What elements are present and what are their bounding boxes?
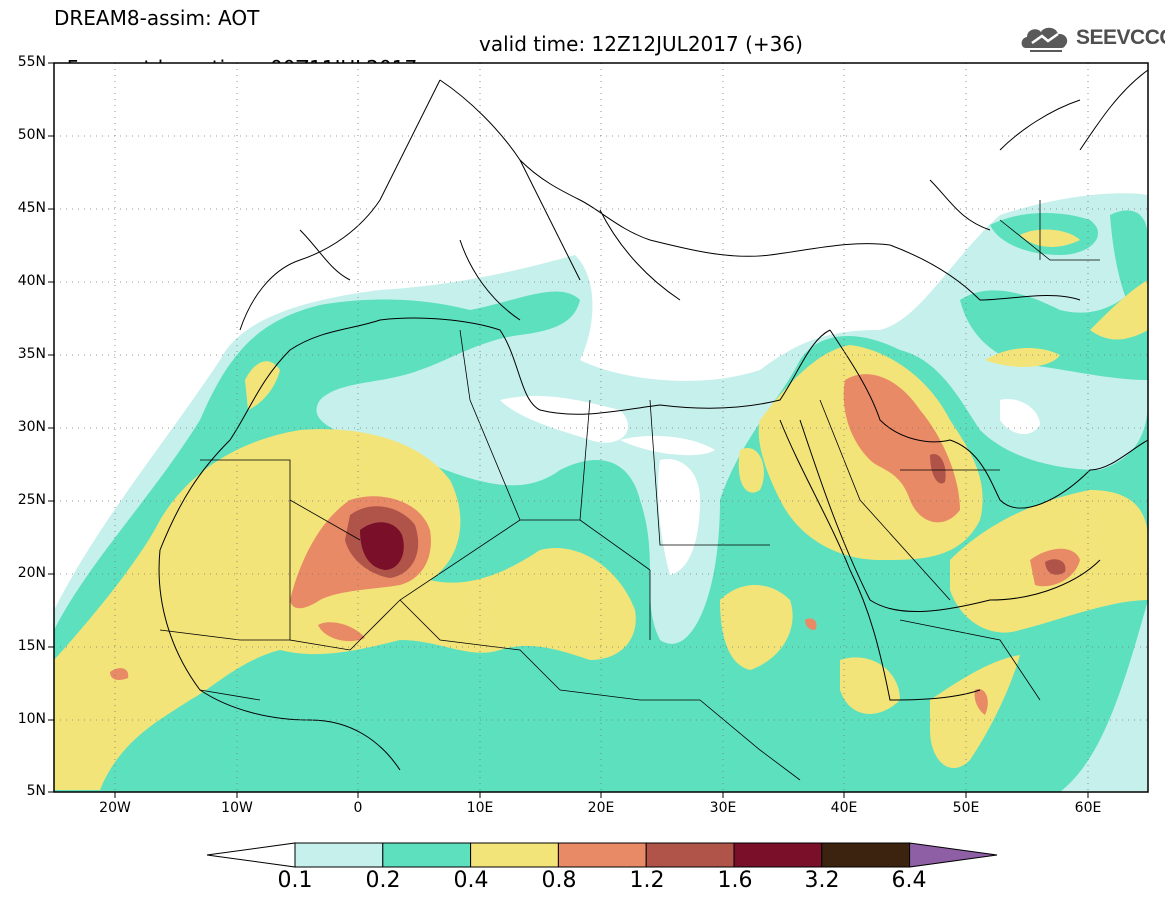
colorbar-low-arrow: [206, 842, 296, 868]
lon-label: 10E: [466, 800, 494, 816]
lat-label: 35N: [17, 346, 46, 362]
colorbar-box: [557, 842, 647, 868]
country-borders: [159, 200, 1100, 781]
colorbar-tick-label: 0.1: [277, 868, 313, 893]
lon-label: 10W: [221, 800, 253, 816]
lon-label: 20W: [99, 800, 131, 816]
lat-label: 20N: [17, 565, 46, 581]
colorbar-high-arrow: [909, 842, 998, 868]
cloud-icon: [1021, 27, 1068, 52]
aot-level-1-6: [360, 522, 404, 570]
lat-label: 15N: [17, 638, 46, 654]
colorbar-tick-label: 3.2: [804, 868, 840, 893]
colorbar-box: [382, 842, 472, 868]
lat-label: 40N: [17, 273, 46, 289]
lat-label: 50N: [17, 127, 46, 143]
coastlines: [158, 69, 1148, 771]
axis-ticks: [48, 62, 1089, 798]
colorbar-tick-label: 0.4: [453, 868, 489, 893]
colorbar-tick-label: 1.6: [717, 868, 753, 893]
lat-label: 30N: [17, 419, 46, 435]
lon-label: 0: [353, 800, 363, 816]
seevccc-logo: SEEVCCC: [1018, 22, 1165, 56]
colorbar-box: [470, 842, 559, 868]
lat-label: 10N: [17, 711, 46, 727]
colorbar-box: [645, 842, 735, 868]
valid-time: valid time: 12Z12JUL2017 (+36): [479, 32, 803, 56]
lat-label: 5N: [26, 783, 46, 799]
lon-label: 50E: [952, 800, 980, 816]
graticule: [54, 63, 1148, 792]
colorbar-tick-label: 6.4: [891, 868, 927, 893]
colorbar-box: [294, 842, 384, 868]
colorbar-box: [733, 842, 823, 868]
lon-label: 60E: [1074, 800, 1102, 816]
map-title: DREAM8-assim: AOT: [54, 6, 260, 30]
lon-label: 30E: [709, 800, 737, 816]
logo-text: SEEVCCC: [1076, 26, 1165, 49]
lat-label: 45N: [17, 200, 46, 216]
lon-label: 40E: [830, 800, 858, 816]
lat-label: 55N: [17, 54, 46, 70]
clean-air-areas: [500, 395, 1040, 575]
lon-label: 20E: [587, 800, 615, 816]
lat-label: 25N: [17, 492, 46, 508]
colorbar-tick-label: 1.2: [629, 868, 665, 893]
colorbar-tick-label: 0.8: [541, 868, 577, 893]
colorbar-tick-label: 0.2: [365, 868, 401, 893]
colorbar-box: [821, 842, 911, 868]
